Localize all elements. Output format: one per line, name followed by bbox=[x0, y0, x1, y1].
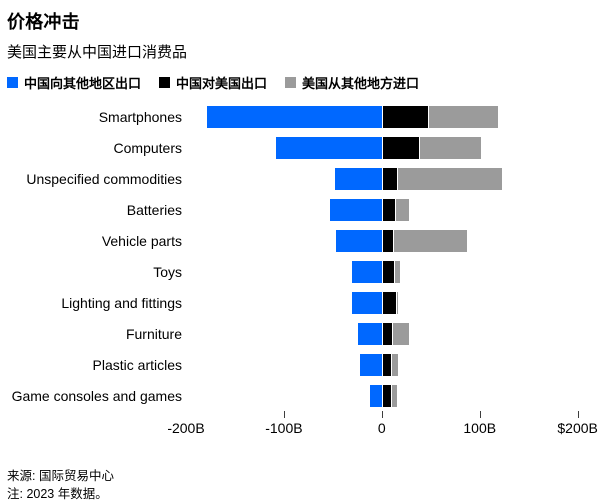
bar-segment-china-exports-other bbox=[358, 323, 381, 345]
footer: 来源: 国际贸易中心 注: 2023 年数据。 bbox=[7, 468, 607, 503]
category-label: Batteries bbox=[7, 202, 186, 218]
chart-row: Smartphones bbox=[7, 101, 607, 132]
bar-segment-china-exports-us bbox=[383, 292, 396, 314]
category-label: Computers bbox=[7, 140, 186, 156]
bar-segment-us-imports-other bbox=[395, 261, 401, 283]
category-label: Furniture bbox=[7, 326, 186, 342]
chart-row: Unspecified commodities bbox=[7, 163, 607, 194]
bar-segment-us-imports-other bbox=[398, 168, 503, 190]
bar-segment-china-exports-other bbox=[352, 261, 381, 283]
bar-segment-china-exports-us bbox=[383, 199, 395, 221]
bar-area bbox=[186, 323, 607, 345]
legend-item: 中国对美国出口 bbox=[159, 73, 267, 92]
bar-segment-china-exports-us bbox=[383, 168, 397, 190]
bar-segment-china-exports-other bbox=[276, 137, 382, 159]
category-label: Toys bbox=[7, 264, 186, 280]
axis-tick-mark bbox=[382, 411, 383, 418]
bar-segment-china-exports-us bbox=[383, 106, 428, 128]
bar-segment-china-exports-us bbox=[383, 137, 419, 159]
chart-row: Furniture bbox=[7, 318, 607, 349]
legend-label: 中国向其他地区出口 bbox=[24, 73, 141, 92]
chart-row: Toys bbox=[7, 256, 607, 287]
category-label: Smartphones bbox=[7, 109, 186, 125]
source-note: 来源: 国际贸易中心 bbox=[7, 468, 607, 486]
bar-area bbox=[186, 106, 607, 128]
bar-segment-us-imports-other bbox=[392, 354, 398, 376]
bar-segment-us-imports-other bbox=[393, 323, 410, 345]
bar-area bbox=[186, 354, 607, 376]
axis-tick-label: 100B bbox=[463, 420, 496, 436]
bar-area bbox=[186, 199, 607, 221]
axis-tick-label: 0 bbox=[378, 420, 386, 436]
chart-row: Lighting and fittings bbox=[7, 287, 607, 318]
axis-tick-mark bbox=[578, 411, 579, 418]
chart-rows: Smartphones Computers Unspecified commodit… bbox=[7, 101, 607, 411]
bar-segment-china-exports-other bbox=[335, 168, 382, 190]
bar-segment-china-exports-us bbox=[383, 354, 391, 376]
legend-swatch-icon bbox=[285, 77, 296, 88]
legend-item: 中国向其他地区出口 bbox=[7, 73, 141, 92]
legend: 中国向其他地区出口 中国对美国出口 美国从其他地方进口 bbox=[7, 73, 607, 92]
bar-segment-china-exports-other bbox=[352, 292, 381, 314]
axis-tick-label: -200B bbox=[167, 420, 204, 436]
axis-tick-label: -100B bbox=[265, 420, 302, 436]
chart-subtitle: 美国主要从中国进口消费品 bbox=[7, 41, 607, 62]
bar-segment-us-imports-other bbox=[396, 199, 410, 221]
category-label: Unspecified commodities bbox=[7, 171, 186, 187]
chart-row: Computers bbox=[7, 132, 607, 163]
chart-title: 价格冲击 bbox=[7, 8, 607, 34]
bar-segment-china-exports-us bbox=[383, 261, 394, 283]
axis-tick-mark bbox=[480, 411, 481, 418]
chart-row: Plastic articles bbox=[7, 349, 607, 380]
legend-item: 美国从其他地方进口 bbox=[285, 73, 419, 92]
legend-label: 美国从其他地方进口 bbox=[302, 73, 419, 92]
category-label: Vehicle parts bbox=[7, 233, 186, 249]
bar-segment-us-imports-other bbox=[392, 385, 397, 407]
legend-swatch-icon bbox=[7, 77, 18, 88]
bar-area bbox=[186, 137, 607, 159]
bar-segment-us-imports-other bbox=[394, 230, 467, 252]
category-label: Lighting and fittings bbox=[7, 295, 186, 311]
bar-segment-china-exports-us bbox=[383, 385, 391, 407]
axis-tick-mark bbox=[284, 411, 285, 418]
bar-area bbox=[186, 385, 607, 407]
bar-segment-us-imports-other bbox=[429, 106, 499, 128]
legend-swatch-icon bbox=[159, 77, 170, 88]
category-label: Plastic articles bbox=[7, 357, 186, 373]
bar-area bbox=[186, 168, 607, 190]
bar-area bbox=[186, 230, 607, 252]
chart-row: Game consoles and games bbox=[7, 380, 607, 411]
bar-segment-china-exports-other bbox=[207, 106, 382, 128]
bar-segment-china-exports-other bbox=[370, 385, 382, 407]
bar-area bbox=[186, 292, 607, 314]
chart-row: Vehicle parts bbox=[7, 225, 607, 256]
legend-label: 中国对美国出口 bbox=[176, 73, 267, 92]
bar-segment-us-imports-other bbox=[420, 137, 481, 159]
chart-row: Batteries bbox=[7, 194, 607, 225]
bar-segment-china-exports-other bbox=[330, 199, 382, 221]
bar-segment-china-exports-us bbox=[383, 230, 393, 252]
bar-segment-china-exports-us bbox=[383, 323, 392, 345]
bar-segment-china-exports-other bbox=[360, 354, 382, 376]
bar-chart: Smartphones Computers Unspecified commodit… bbox=[7, 101, 607, 437]
bar-segment-us-imports-other bbox=[397, 292, 398, 314]
axis-tick-label: $200B bbox=[557, 420, 597, 436]
bar-area bbox=[186, 261, 607, 283]
data-note: 注: 2023 年数据。 bbox=[7, 486, 607, 503]
category-label: Game consoles and games bbox=[7, 388, 186, 404]
bar-segment-china-exports-other bbox=[336, 230, 382, 252]
